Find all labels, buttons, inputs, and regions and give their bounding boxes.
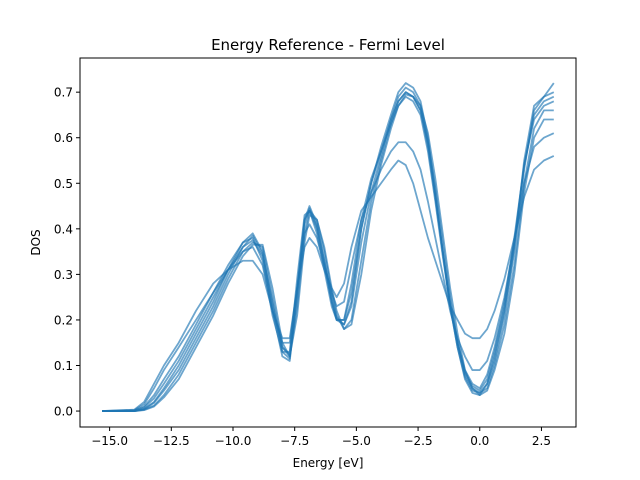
x-tick-label: −5.0 bbox=[342, 434, 371, 448]
series-lines bbox=[102, 82, 555, 412]
y-axis-ticks: 0.0 0.1 0.2 0.3 0.4 0.5 0.6 0.7 bbox=[54, 86, 80, 419]
x-tick-label: −15.0 bbox=[91, 434, 128, 448]
y-tick-label: 0.2 bbox=[54, 313, 73, 327]
y-tick-label: 0.4 bbox=[54, 222, 73, 236]
y-tick-label: 0.3 bbox=[54, 268, 73, 282]
y-tick-label: 0.6 bbox=[54, 131, 73, 145]
plot-frame bbox=[79, 57, 577, 428]
x-tick-label: 2.5 bbox=[532, 434, 551, 448]
dos-series-line bbox=[102, 155, 555, 412]
x-tick-label: −12.5 bbox=[153, 434, 190, 448]
x-tick-label: 0.0 bbox=[470, 434, 489, 448]
dos-series-line bbox=[102, 82, 555, 412]
y-tick-label: 0.0 bbox=[54, 405, 73, 419]
x-tick-label: −7.5 bbox=[280, 434, 309, 448]
y-tick-label: 0.5 bbox=[54, 177, 73, 191]
x-tick-label: −2.5 bbox=[403, 434, 432, 448]
x-axis-label: Energy [eV] bbox=[293, 456, 364, 470]
dos-series-line bbox=[102, 95, 555, 412]
y-tick-label: 0.1 bbox=[54, 359, 73, 373]
chart-title: Energy Reference - Fermi Level bbox=[211, 36, 445, 54]
dos-series-line bbox=[102, 91, 555, 412]
y-axis-label: DOS bbox=[29, 229, 43, 255]
x-tick-label: −10.0 bbox=[215, 434, 252, 448]
x-axis-ticks: −15.0 −12.5 −10.0 −7.5 −5.0 −2.5 0.0 2.5 bbox=[91, 427, 551, 448]
dos-series-line bbox=[102, 93, 554, 412]
y-tick-label: 0.7 bbox=[54, 86, 73, 100]
